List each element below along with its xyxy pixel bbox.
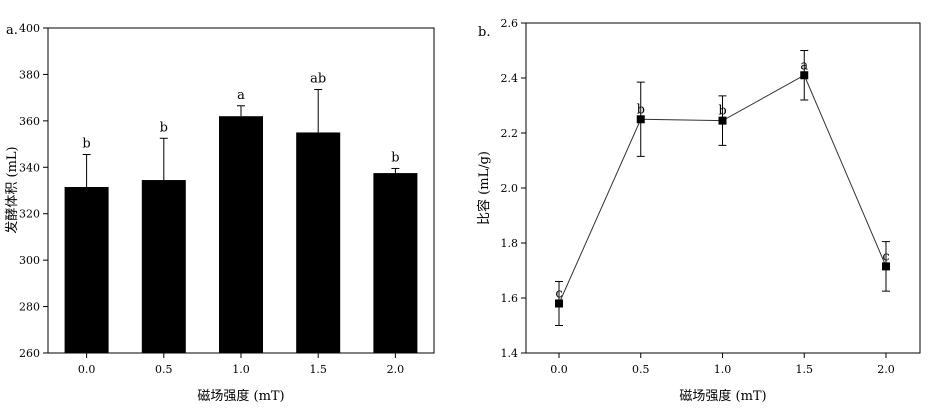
panel-b-data-point <box>555 299 563 308</box>
panel-b-y-tick-label: 1.8 <box>501 237 519 250</box>
panel-a-bar <box>141 180 186 353</box>
panel-b-x-axis-title: 磁场强度 (mT) <box>679 388 766 404</box>
panel-b-y-tick-label: 2.6 <box>501 17 519 30</box>
panel-a-significance-label: b <box>160 120 168 135</box>
panel-a-y-tick-label: 380 <box>19 68 40 81</box>
panel-a-y-axis-title: 发酵体积 (mL) <box>4 146 20 233</box>
panel-b-series: c b b a c <box>555 50 890 326</box>
panel-b-data-point <box>800 71 809 80</box>
panel-b-significance-label: c <box>555 287 562 302</box>
panel-a-y-tick-label: 260 <box>19 347 40 360</box>
panel-b-significance-label: a <box>800 58 808 73</box>
panel-a-y-tick-label: 360 <box>19 115 40 128</box>
panel-b-y-tick-label: 2.4 <box>501 72 519 85</box>
panel-b-data-point <box>636 115 645 124</box>
panel-a-significance-label: a <box>237 88 245 103</box>
panel-a-bar-chart: a. 260 280 300 320 340 360 380 400 0.0 0.5 1.0 1.5… <box>4 22 435 404</box>
panel-a-y-tick-label: 320 <box>19 208 40 221</box>
panel-b-y-axis-title: 比容 (mL/g) <box>476 151 492 225</box>
panel-a-x-tick-label: 1.5 <box>309 363 327 376</box>
panel-a-bar <box>219 116 263 353</box>
panel-b-x-tick-label: 0.0 <box>550 363 568 376</box>
panel-b-x-tick-label: 1.5 <box>796 363 814 376</box>
panel-b-y-tick-label: 1.6 <box>501 292 519 305</box>
panel-b-y-tick-label: 2.2 <box>501 127 519 140</box>
panel-b-significance-label: c <box>882 249 889 264</box>
panel-a-y-axis: 260 280 300 320 340 360 380 400 <box>19 22 48 360</box>
panel-b-x-tick-label: 0.5 <box>632 363 650 376</box>
panel-a-x-tick-label: 0.5 <box>155 363 173 376</box>
panel-a-bar <box>64 187 109 353</box>
panel-a-bar <box>373 173 418 353</box>
panel-a-significance-label: ab <box>310 72 326 87</box>
panel-b-data-point <box>718 116 727 125</box>
panel-a-y-tick-label: 300 <box>19 254 40 267</box>
panel-a-x-tick-label: 0.0 <box>78 363 96 376</box>
panel-b-y-axis: 1.4 1.6 1.8 2.0 2.2 2.4 2.6 <box>501 17 526 360</box>
panel-b-significance-label: b <box>718 104 726 119</box>
panel-a-bars: b b a ab b <box>64 72 418 353</box>
panel-a-significance-label: b <box>391 150 399 165</box>
panel-b-line-chart: b. 1.4 1.6 1.8 2.0 2.2 2.4 2.6 0.0 0.5 1.0 1.5 2.0… <box>476 17 921 404</box>
panel-a-x-axis: 0.0 0.5 1.0 1.5 2.0 <box>78 353 404 376</box>
panel-b-x-tick-label: 1.0 <box>714 363 732 376</box>
panel-b-x-axis: 0.0 0.5 1.0 1.5 2.0 <box>550 353 895 376</box>
panel-b-frame <box>525 22 921 354</box>
panel-b-x-tick-label: 2.0 <box>877 363 895 376</box>
panel-a-label: a. <box>6 23 18 38</box>
panel-b-significance-label: b <box>637 102 645 117</box>
panel-a-bar <box>296 132 341 353</box>
panel-b-y-tick-label: 1.4 <box>501 347 519 360</box>
panel-a-significance-label: b <box>82 137 90 152</box>
panel-a-x-tick-label: 1.0 <box>232 363 250 376</box>
panel-b-data-point <box>882 262 890 271</box>
panel-a-y-tick-label: 340 <box>19 161 40 174</box>
panel-a-x-axis-title: 磁场强度 (mT) <box>197 388 284 404</box>
panel-a-y-tick-label: 280 <box>19 301 40 314</box>
panel-b-label: b. <box>478 25 490 40</box>
panel-a-x-tick-label: 2.0 <box>387 363 405 376</box>
panel-b-y-tick-label: 2.0 <box>501 182 519 195</box>
panel-a-y-tick-label: 400 <box>19 22 40 35</box>
